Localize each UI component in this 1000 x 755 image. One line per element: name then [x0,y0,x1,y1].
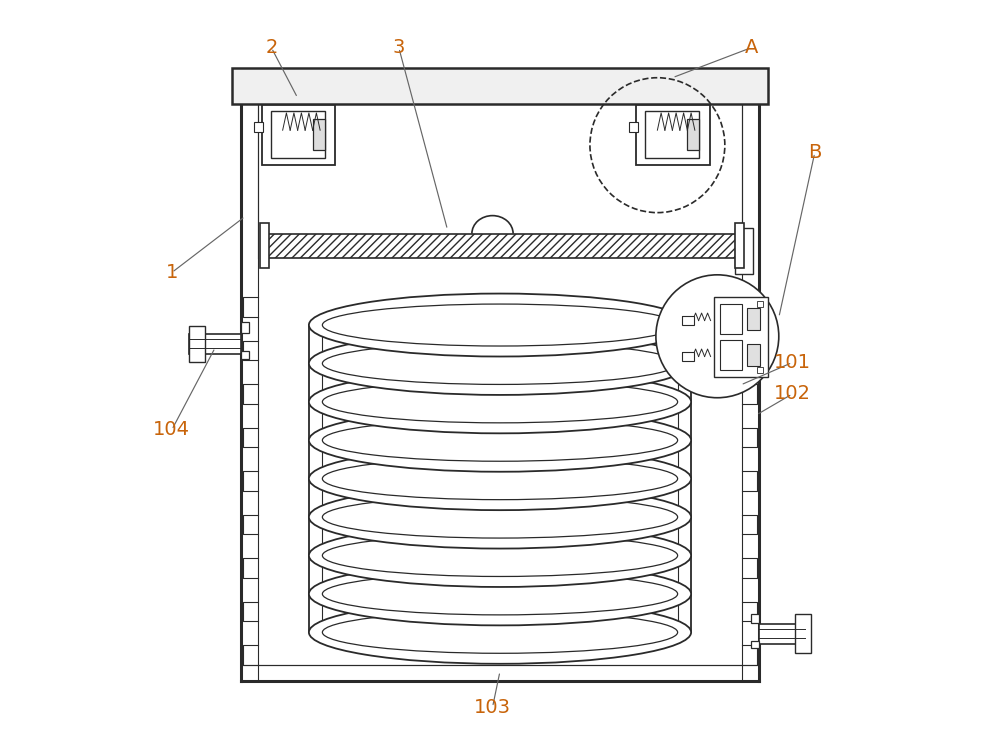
Bar [751,640,759,648]
Ellipse shape [309,332,691,395]
Bar [636,106,710,165]
Bar [189,326,205,362]
Ellipse shape [322,535,678,577]
Bar [682,316,694,325]
Bar [313,119,325,150]
Bar [260,223,269,268]
Text: 102: 102 [774,384,811,403]
Bar [629,122,638,131]
Ellipse shape [309,601,691,664]
Ellipse shape [309,485,691,549]
Bar [759,624,805,643]
Bar [720,340,742,370]
Text: A: A [744,39,758,57]
Bar [645,112,699,158]
Bar [241,351,249,359]
Bar [254,122,263,131]
Ellipse shape [322,458,678,500]
Circle shape [656,275,779,398]
Ellipse shape [322,419,678,461]
Bar [747,308,760,330]
Text: 2: 2 [265,39,278,57]
Ellipse shape [322,343,678,384]
Ellipse shape [309,562,691,625]
Bar [714,297,768,378]
Bar [232,68,768,104]
Ellipse shape [322,304,678,346]
Ellipse shape [309,294,691,356]
Ellipse shape [309,524,691,587]
Ellipse shape [322,573,678,615]
Bar [241,322,249,332]
Bar [757,367,763,373]
Ellipse shape [309,371,691,433]
Bar [735,227,753,274]
Bar [687,119,699,150]
Bar [720,304,742,334]
Ellipse shape [322,381,678,423]
Text: 103: 103 [474,698,511,716]
Bar [262,106,335,165]
Text: 3: 3 [393,39,405,57]
Bar [735,223,744,268]
Bar [682,352,694,361]
Ellipse shape [309,408,691,472]
Bar [264,233,740,257]
Text: 1: 1 [166,263,178,282]
Text: 104: 104 [153,421,190,439]
Bar [747,344,760,366]
Ellipse shape [322,496,678,538]
Bar [795,615,811,653]
Bar [751,614,759,623]
Ellipse shape [309,447,691,510]
Bar [271,112,325,158]
Text: B: B [808,143,821,162]
Ellipse shape [322,612,678,653]
Bar [757,301,763,307]
Bar [189,334,241,353]
Text: 101: 101 [774,353,811,372]
